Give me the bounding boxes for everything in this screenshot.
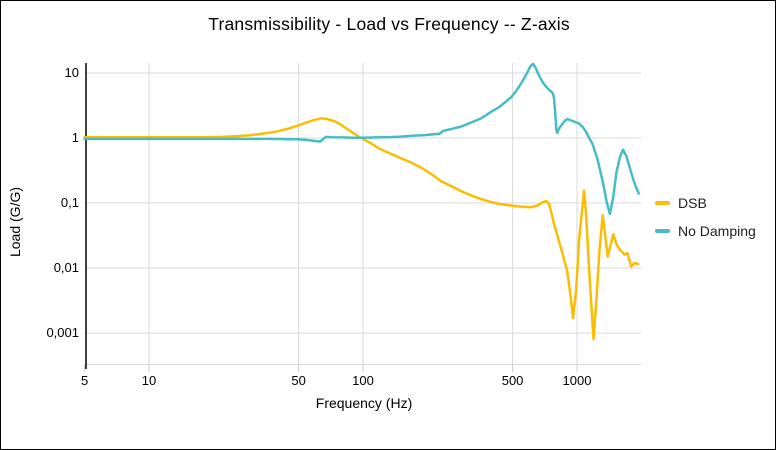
- y-tick-label: 10: [64, 65, 79, 80]
- legend-label-dsb: DSB: [678, 194, 707, 211]
- y-axis-title: Load (G/G): [7, 186, 23, 258]
- series-line-no-damping: [83, 62, 641, 216]
- no-damping-series-swatch-icon: [655, 228, 670, 233]
- legend-label-no-damping: No Damping: [678, 222, 756, 239]
- x-tick-label: 5: [80, 373, 89, 388]
- x-tick-label: 50: [291, 373, 306, 388]
- x-axis-title: Frequency (Hz): [315, 395, 413, 411]
- legend: DSB No Damping: [655, 194, 756, 239]
- x-tick-label: 500: [501, 373, 524, 388]
- chart-title: Transmissibility - Load vs Frequency -- …: [208, 14, 570, 34]
- y-tick-label: 1: [71, 130, 79, 145]
- dsb-series-swatch-icon: [655, 200, 670, 205]
- y-tick-label: 0,001: [46, 325, 79, 340]
- y-tick-label: 0,01: [53, 260, 79, 275]
- y-tick-label: 0,1: [60, 195, 79, 210]
- x-tick-label: 1000: [562, 373, 592, 388]
- x-tick-label: 100: [352, 373, 374, 388]
- x-tick-label: 10: [141, 373, 157, 388]
- series-line-dsb: [83, 117, 640, 341]
- legend-entry-dsb: DSB: [655, 194, 756, 211]
- legend-entry-no-damping: No Damping: [655, 222, 756, 239]
